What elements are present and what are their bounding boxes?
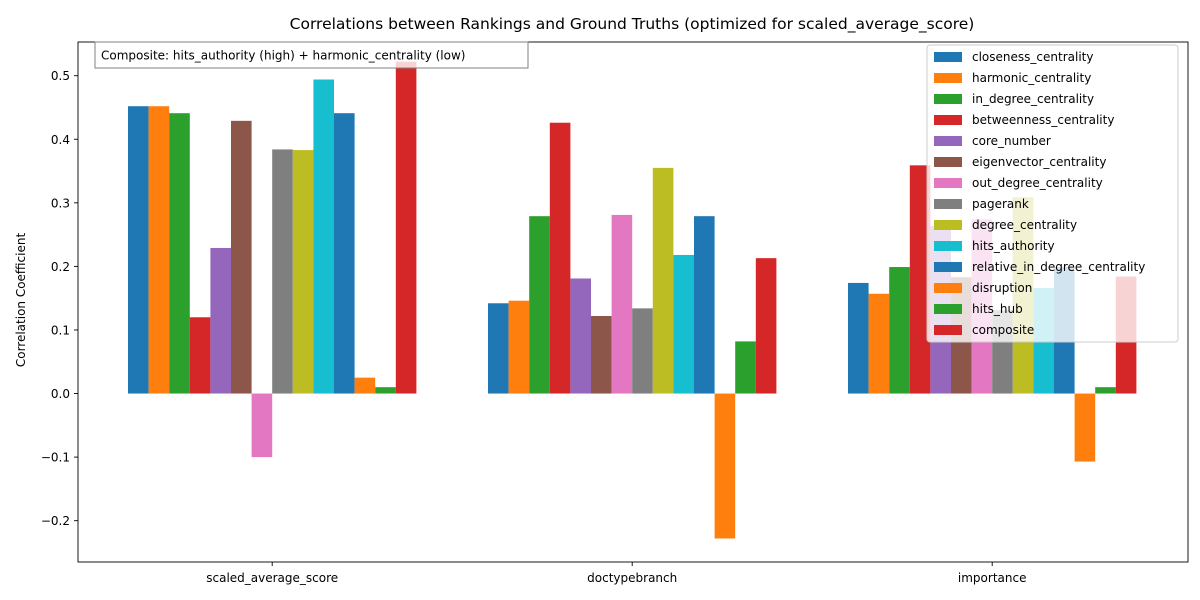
legend-swatch-hits_hub: [934, 304, 962, 314]
legend-label-out_degree_centrality: out_degree_centrality: [972, 176, 1103, 190]
legend-label-composite: composite: [972, 323, 1034, 337]
legend-frame: [926, 44, 1179, 343]
bar-hits_hub-scaled_average_score: [375, 387, 396, 394]
plot-frame: [77, 41, 1189, 563]
x-tick-label: importance: [958, 571, 1027, 585]
bar-in_degree_centrality-scaled_average_score: [169, 113, 190, 394]
legend-swatch-eigenvector_centrality: [934, 157, 962, 167]
bar-out_degree_centrality-scaled_average_score: [251, 393, 273, 458]
bar-composite-scaled_average_score: [395, 61, 417, 394]
x-tick-label: scaled_average_score: [206, 571, 338, 585]
bar-pagerank-doctypebranch: [632, 308, 653, 394]
x-tick-label: doctypebranch: [587, 571, 677, 585]
legend: closeness_centrality harmonic_centralityi…: [926, 44, 1179, 343]
legend-label-pagerank: pagerank: [972, 197, 1029, 211]
bar-relative_in_degree_centrality-scaled_average_score: [334, 113, 355, 394]
y-tick-label: 0.0: [51, 387, 70, 401]
legend-swatch-disruption: [934, 283, 962, 293]
legend-label-betweenness_centrality: betweenness_centrality: [972, 113, 1114, 127]
legend-label-harmonic_centrality: harmonic_centrality: [972, 71, 1091, 85]
legend-label-in_degree_centrality: in_degree_centrality: [972, 92, 1094, 106]
bar-hits_authority-scaled_average_score: [313, 79, 334, 394]
annotation-text: Composite: hits_authority (high) + harmo…: [101, 49, 465, 63]
y-tick-label: −0.1: [41, 451, 70, 465]
bar-disruption-doctypebranch: [714, 393, 736, 539]
bar-harmonic_centrality-doctypebranch: [508, 300, 530, 394]
bar-composite-doctypebranch: [755, 258, 777, 394]
annotation-frame: [94, 41, 529, 69]
legend-label-relative_in_degree_centrality: relative_in_degree_centrality: [972, 260, 1145, 274]
bar-hits_hub-importance: [1095, 387, 1116, 394]
bar-closeness_centrality-doctypebranch: [488, 303, 509, 394]
legend-swatch-degree_centrality: [934, 220, 962, 230]
legend-label-degree_centrality: degree_centrality: [972, 218, 1077, 232]
annotation-box: Composite: hits_authority (high) + harmo…: [94, 41, 529, 69]
legend-swatch-core_number: [934, 136, 962, 146]
bar-betweenness_centrality-doctypebranch: [549, 122, 571, 394]
legend-label-closeness_centrality: closeness_centrality: [972, 50, 1093, 64]
legend-swatch-harmonic_centrality: [934, 73, 962, 83]
legend-swatch-betweenness_centrality: [934, 115, 962, 125]
bar-hits_hub-doctypebranch: [735, 341, 756, 394]
bar-closeness_centrality-scaled_average_score: [128, 106, 149, 394]
legend-swatch-pagerank: [934, 199, 962, 209]
bar-harmonic_centrality-scaled_average_score: [148, 106, 170, 394]
bar-relative_in_degree_centrality-doctypebranch: [694, 216, 715, 394]
legend-swatch-composite: [934, 325, 962, 335]
legend-swatch-in_degree_centrality: [934, 94, 962, 104]
bar-eigenvector_centrality-scaled_average_score: [231, 120, 252, 394]
legend-swatch-closeness_centrality: [934, 52, 962, 62]
legend-swatch-relative_in_degree_centrality: [934, 262, 962, 272]
bar-betweenness_centrality-importance: [909, 165, 931, 394]
y-tick-label: 0.3: [51, 196, 70, 210]
bar-harmonic_centrality-importance: [868, 293, 890, 394]
bar-in_degree_centrality-importance: [889, 267, 910, 394]
y-tick-label: 0.5: [51, 69, 70, 83]
y-tick-label: 0.2: [51, 260, 70, 274]
plot-area: −0.2 −0.1 0.0 0.1 0.2 0.3 0.4 0.5 scaled_average…: [41, 41, 1189, 585]
bar-core_number-doctypebranch: [570, 278, 591, 394]
y-tick-label: 0.4: [51, 133, 70, 147]
bar-in_degree_centrality-doctypebranch: [529, 216, 550, 394]
legend-swatch-out_degree_centrality: [934, 178, 962, 188]
legend-label-hits_authority: hits_authority: [972, 239, 1055, 253]
legend-label-disruption: disruption: [972, 281, 1032, 295]
bar-hits_authority-doctypebranch: [673, 254, 694, 394]
bar-betweenness_centrality-scaled_average_score: [189, 317, 211, 394]
bar-eigenvector_centrality-doctypebranch: [591, 315, 612, 394]
bar-degree_centrality-doctypebranch: [652, 167, 674, 394]
y-axis-label: Correlation Coefficient: [14, 233, 28, 368]
bar-closeness_centrality-importance: [848, 282, 869, 394]
bar-degree_centrality-scaled_average_score: [292, 150, 314, 394]
bar-core_number-scaled_average_score: [210, 247, 231, 394]
bar-pagerank-scaled_average_score: [272, 149, 293, 394]
chart-title: Correlations between Rankings and Ground…: [290, 15, 975, 34]
bar-disruption-scaled_average_score: [354, 377, 376, 394]
legend-swatch-hits_authority: [934, 241, 962, 251]
bar-disruption-importance: [1074, 393, 1096, 462]
legend-label-hits_hub: hits_hub: [972, 302, 1023, 316]
legend-label-core_number: core_number: [972, 134, 1051, 148]
y-tick-label: −0.2: [41, 514, 70, 528]
bar-out_degree_centrality-doctypebranch: [611, 214, 633, 394]
legend-label-eigenvector_centrality: eigenvector_centrality: [972, 155, 1106, 169]
y-tick-label: 0.1: [51, 323, 70, 337]
